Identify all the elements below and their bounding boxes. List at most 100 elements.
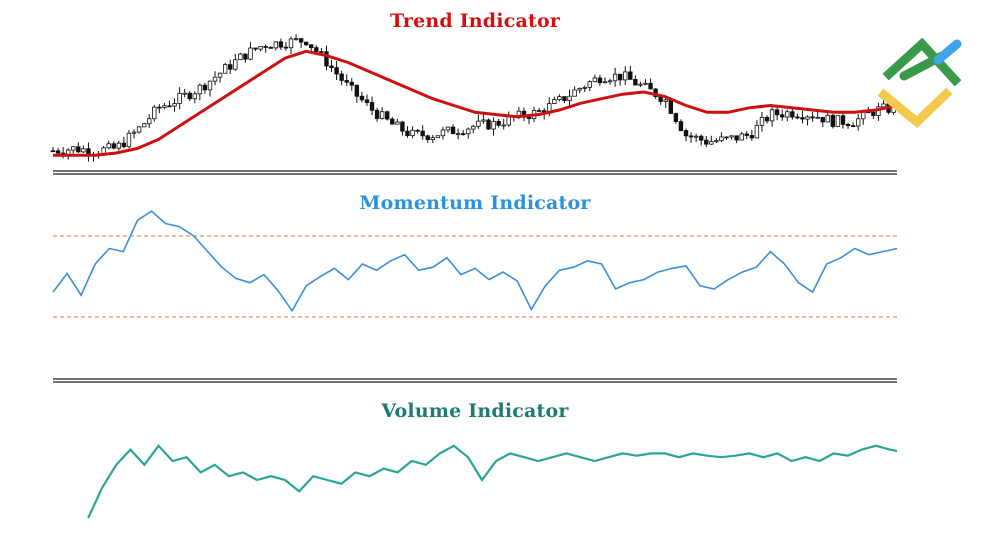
candle-body [233,59,238,70]
candle-body [769,109,775,122]
candle-body [577,88,582,91]
candle-body [374,109,380,119]
candle-body [136,126,142,133]
candle-body [207,80,213,91]
candle-body [466,128,471,135]
candle-body [293,38,299,41]
candle-body [324,51,329,67]
candle-body [709,141,714,145]
candle-body [678,121,684,131]
candle-body [698,135,704,141]
candle-body [845,124,851,127]
candle-body [607,80,613,83]
candle-body [587,81,592,88]
candle-body [729,135,734,138]
candle-body [395,121,400,125]
candle-body [379,111,385,119]
candle-body [349,81,354,86]
candle-body [501,124,506,127]
candle-body [734,135,739,141]
candle-body [572,89,577,97]
candle-body [177,93,182,104]
candle-body [369,102,375,111]
candle-body [638,83,643,86]
candle-body [314,47,319,52]
candle-body [592,77,598,83]
candle-body [187,92,192,100]
candle-body [121,142,127,148]
volume-indicator-title: Volume Indicator [381,400,569,422]
candle-body [800,117,805,120]
trend-panel [50,34,898,162]
candle-body [774,109,780,116]
candle-body [212,76,218,82]
candle-body [759,117,765,126]
candle-body [273,41,279,49]
trend-indicator-title: Trend Indicator [389,10,561,32]
candle-body [309,44,314,49]
candle-body [385,111,390,120]
candle-body [268,46,273,49]
candle-body [481,119,486,122]
candle-body [243,53,248,60]
candle-body [628,71,633,80]
diamond-logo-icon [877,37,962,129]
candle-body [354,84,360,97]
candle-body [319,51,324,53]
candle-body [602,81,608,84]
candle-body [724,136,729,139]
candle-body [526,116,532,119]
candle-body [486,119,491,130]
candle-body [410,129,415,137]
candle-body [749,135,755,139]
candle-body [425,135,430,140]
candle-body [719,136,724,142]
candle-body [445,126,451,131]
candle-body [50,150,56,153]
candle-body [71,146,76,151]
candle-body [288,38,294,49]
candle-body [339,73,344,81]
candle-body [795,116,800,119]
candle-body [450,126,456,135]
candle-body [435,135,441,139]
candle-body [693,135,699,138]
candle-body [405,130,410,137]
candle-body [303,41,309,46]
candle-body [364,99,370,103]
candle-body [106,143,111,149]
candle-body [217,72,223,78]
candle-body [850,125,856,128]
candle-body [359,95,365,101]
candle-body [835,115,841,127]
candle-body [506,115,511,126]
candle-body [157,106,162,109]
candle-body [248,47,253,60]
candle-body [673,113,679,122]
candle-body [197,84,203,95]
candle-body [298,38,304,43]
candle-body [440,129,446,137]
candle-body [557,96,562,101]
candle-body [623,71,628,81]
candle-body [202,84,208,91]
candle-body [617,73,623,81]
candle-body [668,99,674,114]
candle-body [754,124,760,139]
candle-body [258,46,263,50]
candle-body [704,139,709,145]
candle-body [471,125,476,130]
candle-body [881,103,886,108]
candle-body [131,131,137,134]
volume-line [87,444,898,519]
trend-moving-average-line [53,49,898,157]
candle-body [141,123,147,128]
candle-body [810,116,815,119]
candle-body [116,142,122,149]
candle-body [825,114,830,123]
candle-body [420,130,425,137]
candle-body [830,114,836,127]
candle-body [582,86,587,89]
momentum-indicator-title: Momentum Indicator [359,192,591,214]
